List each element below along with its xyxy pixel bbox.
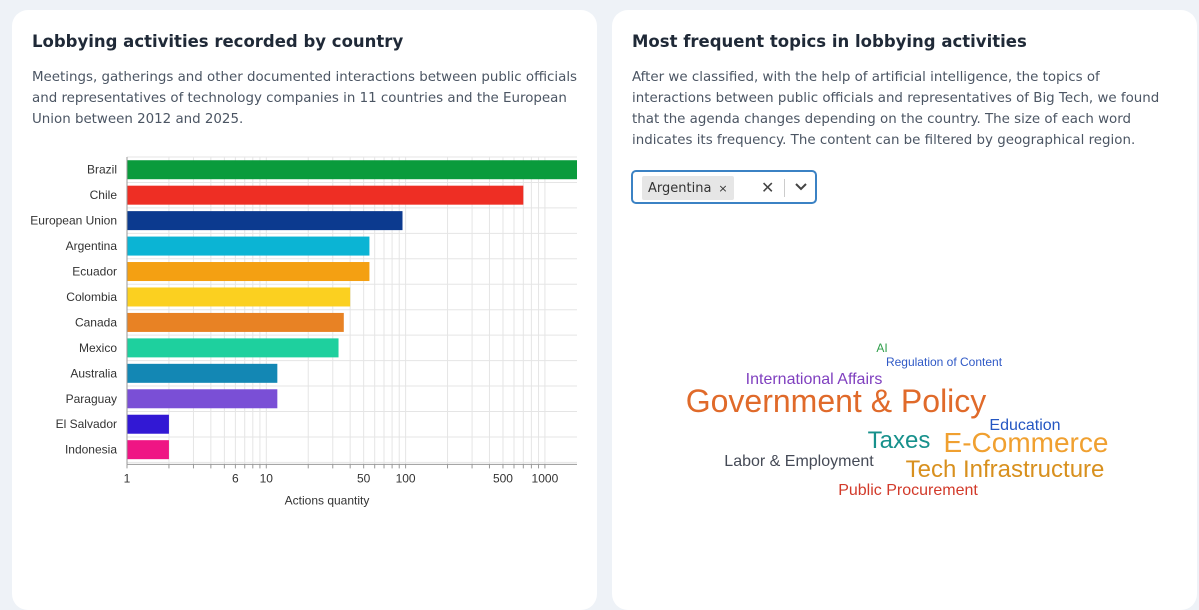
word-taxes: Taxes xyxy=(868,427,931,454)
category-label: Australia xyxy=(70,366,117,380)
x-tick-label: 6 xyxy=(232,471,239,485)
x-tick-label: 10 xyxy=(260,471,274,485)
category-label: Argentina xyxy=(66,239,118,253)
chevron-down-icon[interactable] xyxy=(794,182,808,192)
word-ai: AI xyxy=(876,341,887,355)
x-tick-label: 100 xyxy=(396,471,416,485)
remove-region-button[interactable]: × xyxy=(718,181,728,195)
x-tick-label: 1000 xyxy=(532,471,559,485)
word-education: Education xyxy=(989,417,1060,434)
bar-colombia xyxy=(127,287,351,307)
bar-mexico xyxy=(127,338,339,358)
topics-card: Most frequent topics in lobbying activit… xyxy=(612,10,1197,610)
category-label: Colombia xyxy=(66,290,117,304)
word-labor-employment: Labor & Employment xyxy=(724,453,874,470)
bar-indonesia xyxy=(127,440,169,460)
category-label: Ecuador xyxy=(72,265,117,279)
topics-title: Most frequent topics in lobbying activit… xyxy=(632,32,1027,51)
x-axis-label: Actions quantity xyxy=(285,493,370,507)
bar-australia xyxy=(127,363,278,383)
chart-title: Lobbying activities recorded by country xyxy=(32,32,404,51)
category-label: Chile xyxy=(90,188,118,202)
country-chart-card: Lobbying activities recorded by country … xyxy=(12,10,597,610)
word-government-policy: Government & Policy xyxy=(686,383,987,419)
bar-european-union xyxy=(127,211,403,231)
selected-region-label: Argentina xyxy=(648,180,712,196)
x-tick-label: 1 xyxy=(124,471,131,485)
category-label: Mexico xyxy=(79,341,117,355)
word-regulation-of-content: Regulation of Content xyxy=(886,355,1003,369)
bar-ecuador xyxy=(127,262,370,282)
bar-chile xyxy=(127,185,524,205)
category-label: European Union xyxy=(30,214,117,228)
bar-brazil xyxy=(127,160,577,180)
topics-description: After we classified, with the help of ar… xyxy=(632,70,1160,148)
x-tick-label: 500 xyxy=(493,471,513,485)
select-divider xyxy=(784,179,785,197)
bar-el-salvador xyxy=(127,414,169,434)
bar-argentina xyxy=(127,236,370,256)
word-public-procurement: Public Procurement xyxy=(838,482,978,499)
bar-paraguay xyxy=(127,389,278,409)
category-label: Brazil xyxy=(87,163,117,177)
word-e-commerce: E-Commerce xyxy=(944,427,1109,458)
word-international-affairs: International Affairs xyxy=(746,371,883,388)
chart-description: Meetings, gatherings and other documente… xyxy=(32,70,578,127)
category-label: Indonesia xyxy=(65,443,117,457)
category-label: Canada xyxy=(75,315,117,329)
category-label: El Salvador xyxy=(56,417,117,431)
category-label: Paraguay xyxy=(66,392,117,406)
bar-canada xyxy=(127,312,344,332)
bar-chart: Brazil Chile European Union Argentina Ecuado… xyxy=(30,156,577,507)
x-tick-label: 50 xyxy=(357,471,371,485)
region-filter-select[interactable]: Argentina × ✕ xyxy=(631,170,817,204)
selected-region-chip: Argentina × xyxy=(642,176,734,200)
clear-icon[interactable]: ✕ xyxy=(761,178,775,197)
word-tech-infrastructure: Tech Infrastructure xyxy=(906,456,1105,483)
